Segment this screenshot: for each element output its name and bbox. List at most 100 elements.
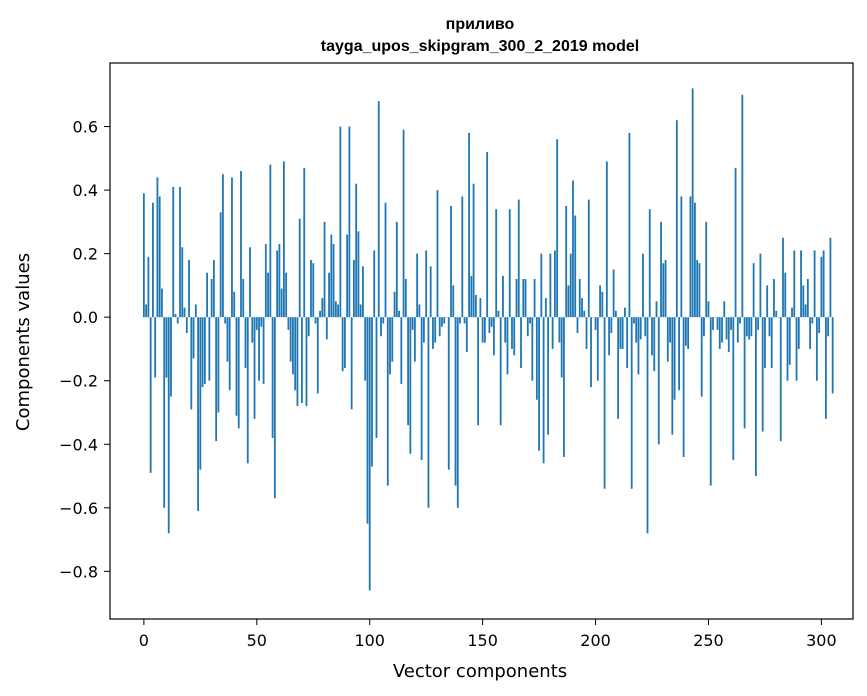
bar bbox=[827, 317, 830, 337]
bar bbox=[502, 275, 504, 318]
bar bbox=[802, 285, 805, 318]
bar bbox=[316, 317, 319, 394]
bar bbox=[226, 317, 229, 362]
bar bbox=[215, 317, 218, 442]
bar bbox=[307, 317, 310, 337]
bar bbox=[402, 129, 405, 318]
bar bbox=[689, 196, 692, 318]
bar bbox=[743, 317, 746, 429]
bar bbox=[748, 317, 751, 340]
bar bbox=[276, 250, 279, 318]
bar bbox=[463, 317, 466, 324]
bar bbox=[624, 307, 626, 318]
chart-title: приливо bbox=[446, 16, 515, 33]
bar bbox=[208, 317, 211, 381]
bar bbox=[391, 317, 394, 362]
bar bbox=[474, 294, 477, 318]
bar bbox=[147, 256, 150, 318]
bar bbox=[601, 291, 604, 318]
bar bbox=[212, 259, 215, 318]
bar bbox=[292, 317, 294, 375]
bar bbox=[447, 317, 450, 470]
bar bbox=[617, 317, 620, 419]
bar bbox=[357, 231, 360, 318]
bar bbox=[551, 317, 554, 349]
bar bbox=[456, 317, 459, 508]
bar bbox=[644, 317, 647, 337]
bar bbox=[800, 250, 802, 318]
bar bbox=[409, 317, 412, 454]
bar bbox=[556, 139, 559, 318]
x-tick-label: 50 bbox=[247, 631, 267, 650]
bar bbox=[174, 313, 177, 318]
bar bbox=[752, 263, 755, 318]
bar bbox=[343, 317, 346, 368]
bar bbox=[700, 317, 703, 397]
bar bbox=[531, 317, 534, 381]
bar bbox=[423, 317, 425, 343]
bar bbox=[434, 317, 437, 343]
bar bbox=[626, 317, 629, 368]
bar bbox=[603, 317, 606, 489]
bar bbox=[373, 250, 376, 318]
bar bbox=[461, 196, 464, 318]
bar bbox=[398, 310, 400, 318]
bar bbox=[653, 317, 656, 372]
bar bbox=[583, 310, 586, 318]
bar bbox=[483, 317, 486, 343]
bar bbox=[413, 317, 416, 362]
bar bbox=[353, 259, 355, 318]
bar bbox=[167, 317, 170, 534]
bar bbox=[759, 253, 762, 318]
bar bbox=[666, 317, 669, 362]
bar bbox=[723, 301, 726, 318]
bar bbox=[285, 272, 288, 318]
bar bbox=[829, 237, 832, 318]
bar bbox=[788, 317, 791, 365]
bar bbox=[314, 317, 317, 324]
bar bbox=[255, 317, 258, 330]
bar bbox=[675, 120, 678, 318]
bar bbox=[563, 317, 565, 457]
bar bbox=[599, 285, 601, 318]
bar bbox=[784, 272, 787, 318]
bar bbox=[671, 317, 674, 435]
bar bbox=[660, 221, 662, 318]
bar bbox=[648, 209, 651, 318]
bar bbox=[296, 317, 299, 407]
bar bbox=[567, 285, 570, 318]
y-tick-label: −0.6 bbox=[59, 499, 98, 518]
x-tick-label: 250 bbox=[693, 631, 724, 650]
bar bbox=[578, 279, 581, 318]
bar bbox=[696, 259, 699, 318]
bar bbox=[465, 317, 468, 353]
x-tick-label: 0 bbox=[139, 631, 149, 650]
bar bbox=[206, 272, 209, 318]
bar bbox=[438, 317, 441, 337]
bar bbox=[818, 317, 821, 334]
bar bbox=[364, 317, 367, 381]
bar bbox=[572, 180, 574, 318]
bar bbox=[793, 250, 796, 318]
bar bbox=[468, 132, 470, 318]
bar bbox=[407, 317, 410, 426]
bar bbox=[791, 307, 793, 318]
bar bbox=[775, 310, 778, 318]
bar bbox=[183, 307, 186, 318]
bar bbox=[332, 244, 335, 318]
bar bbox=[237, 317, 240, 429]
bar bbox=[669, 317, 671, 343]
bar bbox=[235, 317, 238, 416]
bar bbox=[384, 202, 387, 318]
bar bbox=[228, 317, 231, 391]
bar bbox=[161, 288, 163, 318]
bar bbox=[170, 317, 172, 397]
bar bbox=[628, 132, 631, 318]
bar bbox=[366, 317, 369, 524]
bar bbox=[734, 167, 737, 318]
y-axis-ticks: −0.8 −0.6 −0.4 −0.2 0.0 0.2 0.4 0.6 bbox=[59, 118, 110, 581]
bar bbox=[741, 94, 744, 318]
bar bbox=[201, 317, 204, 388]
bar bbox=[511, 317, 513, 349]
bar bbox=[621, 317, 624, 349]
